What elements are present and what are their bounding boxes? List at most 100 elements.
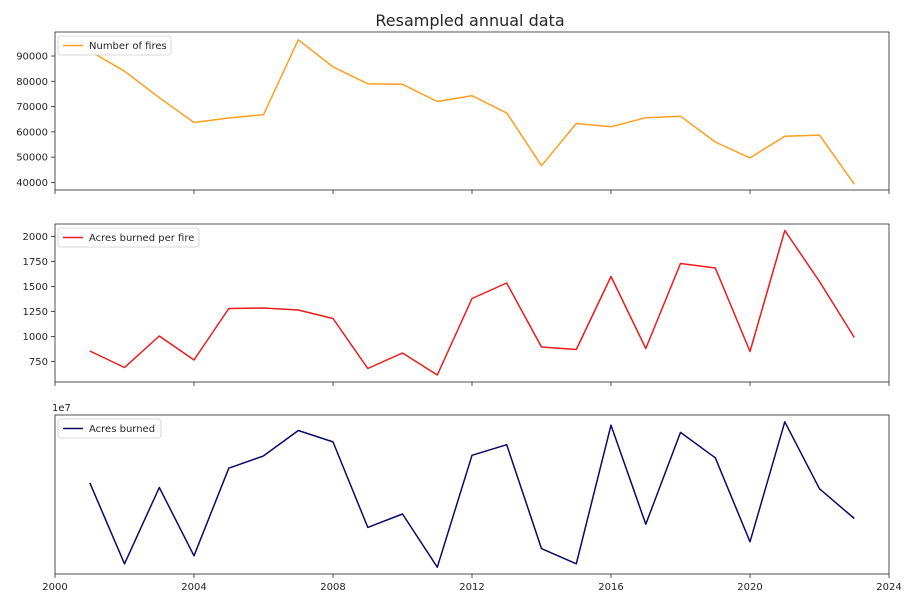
series-line: [89, 421, 855, 568]
data-point: [749, 157, 751, 159]
data-point: [853, 183, 855, 185]
data-point: [297, 429, 299, 431]
legend-box: [57, 35, 172, 56]
data-point: [332, 441, 334, 443]
data-point: [575, 122, 577, 124]
y-tick-label: 80000: [16, 77, 48, 88]
data-point: [123, 366, 125, 368]
x-tick-label: 2008: [320, 582, 345, 593]
y-tick-label: 1250: [23, 307, 48, 318]
y-offset-label: 1e7: [52, 403, 71, 414]
data-point: [436, 100, 438, 102]
x-tick-label: 2020: [737, 582, 762, 593]
data-point: [679, 431, 681, 433]
data-point: [853, 336, 855, 338]
data-point: [367, 367, 369, 369]
y-tick-label: 50000: [16, 153, 48, 164]
data-point: [749, 541, 751, 543]
data-point: [158, 97, 160, 99]
data-point: [714, 141, 716, 143]
data-point: [262, 455, 264, 457]
legend: Acres burned per fire: [57, 227, 200, 248]
data-point: [262, 307, 264, 309]
subplot-1: 40000 50000 60000 70000 80000 90000 Number of …: [16, 31, 890, 194]
data-point: [506, 443, 508, 445]
axes-frame: [54, 31, 890, 191]
data-point: [679, 262, 681, 264]
data-point: [367, 83, 369, 85]
data-point: [784, 421, 786, 423]
subplots-group: 40000 50000 60000 70000 80000 90000 Number of …: [16, 31, 902, 593]
data-point: [471, 95, 473, 97]
data-point: [401, 83, 403, 85]
data-point: [749, 350, 751, 352]
data-point: [540, 547, 542, 549]
data-point: [123, 563, 125, 565]
data-point: [818, 134, 820, 136]
data-point: [471, 297, 473, 299]
y-tick-label: 750: [29, 357, 48, 368]
data-point: [506, 112, 508, 114]
x-tick-label: 2016: [598, 582, 623, 593]
legend: Acres burned: [57, 418, 162, 439]
data-point: [818, 280, 820, 282]
data-point: [367, 526, 369, 528]
data-point: [784, 229, 786, 231]
data-point: [679, 115, 681, 117]
data-point: [610, 424, 612, 426]
legend-label: Acres burned: [89, 424, 155, 435]
data-point: [193, 121, 195, 123]
data-point: [471, 454, 473, 456]
data-point: [297, 39, 299, 41]
series-line: [89, 39, 855, 185]
legend-box: [57, 227, 200, 248]
data-point: [193, 555, 195, 557]
data-point: [332, 66, 334, 68]
data-point: [193, 359, 195, 361]
x-tick-label: 2000: [42, 582, 67, 593]
y-tick-label: 1000: [23, 332, 48, 343]
data-point: [714, 267, 716, 269]
data-point: [262, 113, 264, 115]
data-point: [401, 513, 403, 515]
subplot-3: 20002004200820122016202020240.40.60.811e…: [42, 403, 901, 593]
data-point: [228, 117, 230, 119]
data-point: [228, 307, 230, 309]
data-point: [506, 282, 508, 284]
data-point: [228, 467, 230, 469]
data-point: [540, 346, 542, 348]
legend-label: Number of fires: [89, 41, 167, 52]
subplot-2: 750 1000 1250 1500 1750 2000 Acres burned per …: [23, 223, 890, 386]
legend: Number of fires: [57, 35, 172, 56]
x-tick-label: 2004: [181, 582, 206, 593]
data-point: [158, 486, 160, 488]
axes-frame: [54, 223, 890, 383]
data-point: [645, 523, 647, 525]
legend-label: Acres burned per fire: [89, 233, 194, 244]
data-point: [158, 335, 160, 337]
data-point: [645, 347, 647, 349]
data-point: [297, 309, 299, 311]
y-tick-label: 60000: [16, 127, 48, 138]
data-point: [610, 126, 612, 128]
data-point: [575, 348, 577, 350]
x-tick-label: 2024: [876, 582, 901, 593]
data-point: [436, 374, 438, 376]
data-point: [784, 135, 786, 137]
y-tick-label: 70000: [16, 102, 48, 113]
chart-title: Resampled annual data: [375, 11, 564, 30]
data-point: [610, 275, 612, 277]
data-point: [818, 488, 820, 490]
y-tick-label: 40000: [16, 178, 48, 189]
data-point: [540, 165, 542, 167]
x-tick-label: 2012: [459, 582, 484, 593]
data-point: [575, 563, 577, 565]
data-point: [853, 517, 855, 519]
y-tick-label: 90000: [16, 52, 48, 63]
y-tick-label: 1750: [23, 257, 48, 268]
y-tick-label: 2000: [23, 232, 48, 243]
legend-box: [57, 418, 162, 439]
data-point: [436, 566, 438, 568]
y-tick-label: 1500: [23, 282, 48, 293]
data-point: [89, 350, 91, 352]
